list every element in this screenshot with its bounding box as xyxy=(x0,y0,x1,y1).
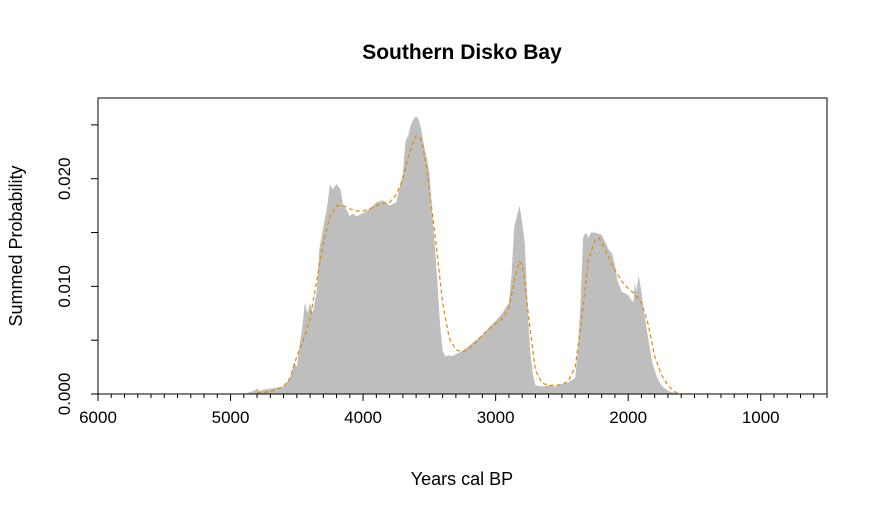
x-tick-label: 6000 xyxy=(79,408,117,427)
smoothed-curve-series xyxy=(257,134,682,395)
plot-layer xyxy=(243,116,682,395)
y-axis: 0.000 0.010 0.020 xyxy=(55,124,98,416)
chart-title: Southern Disko Bay xyxy=(362,41,562,64)
x-tick-label: 2000 xyxy=(609,408,647,427)
x-axis-label: Years cal BP xyxy=(411,469,513,489)
spd-area-series xyxy=(243,116,682,395)
x-tick-label: 3000 xyxy=(477,408,515,427)
x-tick-label: 1000 xyxy=(742,408,780,427)
x-tick-label: 5000 xyxy=(212,408,250,427)
y-axis-label: Summed Probability xyxy=(6,165,26,326)
y-tick-label: 0.010 xyxy=(55,265,74,308)
y-tick-label: 0.020 xyxy=(55,157,74,200)
plot-frame xyxy=(97,97,828,395)
x-axis: 6000 5000 4000 3000 2000 1000 xyxy=(79,394,828,427)
x-tick-label: 4000 xyxy=(344,408,382,427)
y-tick-label: 0.000 xyxy=(55,373,74,416)
